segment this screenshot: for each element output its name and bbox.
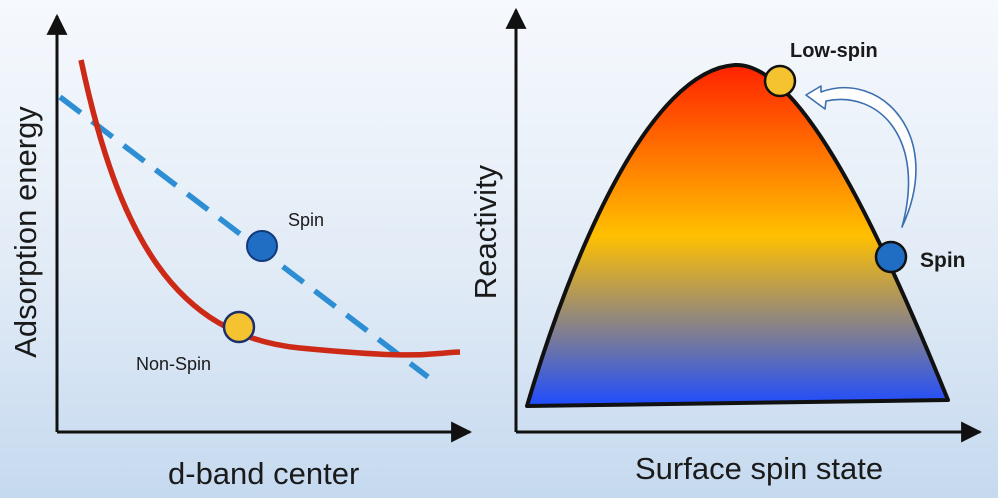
right-spin-label: Spin	[920, 249, 966, 272]
spin-point	[246, 230, 278, 262]
right-spin-point	[874, 240, 908, 274]
left-x-axis-label: d-band center	[168, 456, 359, 491]
right-panel: Low-spin Spin Reactivity Surface spin st…	[468, 7, 983, 486]
non-spin-label: Non-Spin	[136, 354, 211, 374]
left-y-axis-label: Adsorption energy	[8, 106, 43, 358]
non-spin-point	[222, 310, 256, 344]
spin-label: Spin	[288, 210, 324, 230]
right-y-axis-label: Reactivity	[468, 164, 503, 299]
low-spin-point	[763, 64, 797, 98]
spin-to-low-spin-arrow	[805, 85, 917, 228]
low-spin-label: Low-spin	[790, 40, 878, 62]
spin-trend-dashed-line	[58, 94, 430, 380]
left-panel: Spin Non-Spin Adsorption energy d-band c…	[8, 13, 473, 491]
non-spin-trend-curve	[78, 59, 461, 358]
right-x-axis-label: Surface spin state	[635, 451, 883, 486]
